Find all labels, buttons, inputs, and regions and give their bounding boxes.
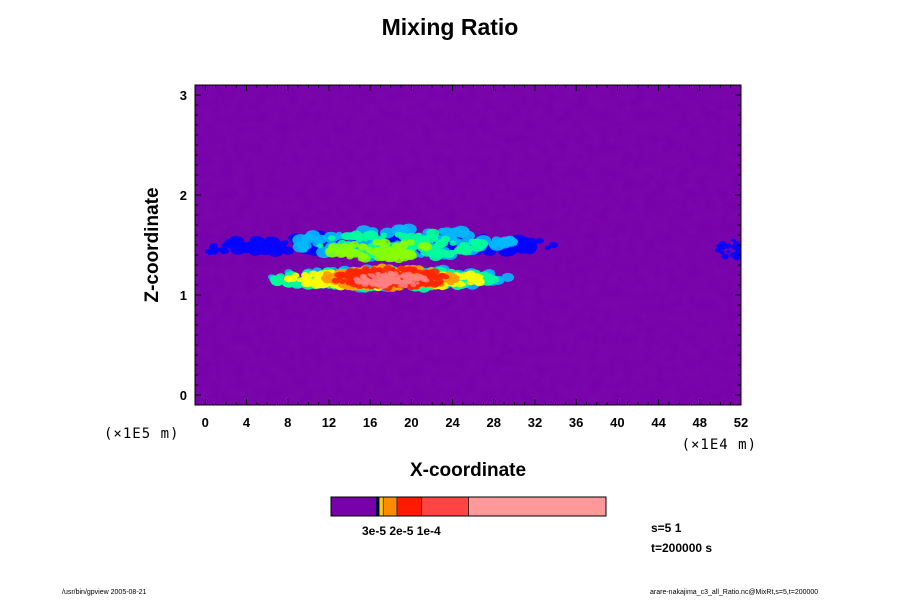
colorbar-segment (378, 496, 384, 517)
y-tick-label: 3 (180, 88, 187, 103)
y-tick-label: 0 (180, 388, 187, 403)
field-texture (195, 85, 741, 405)
info-s-value: s=5 1 (651, 521, 682, 535)
x-tick-label: 0 (202, 415, 209, 430)
x-tick-label: 8 (284, 415, 291, 430)
y-tick-label: 1 (180, 288, 187, 303)
x-tick-label: 36 (569, 415, 583, 430)
x-unit-label: (×1E4 m) (681, 437, 757, 453)
x-tick-label: 28 (487, 415, 501, 430)
footer-right: arare-nakajima_c3_all_Ratio.nc@MixRt,s=5… (650, 589, 819, 596)
colorbar-segment (330, 496, 377, 517)
x-tick-label: 4 (243, 415, 251, 430)
colorbar-segment (396, 496, 423, 517)
y-unit-label: (×1E5 m) (104, 426, 180, 442)
colorbar-label: 3e-5 2e-5 1e-4 (362, 524, 441, 538)
chart-title: Mixing Ratio (381, 14, 519, 40)
colorbar-frame (330, 496, 607, 517)
x-axis-label: X-coordinate (409, 460, 527, 481)
x-tick-label: 48 (693, 415, 707, 430)
footer-left: /usr/bin/gpview 2005-08-21 (62, 589, 147, 596)
colorbar (330, 496, 607, 517)
y-axis-label: Z-coordinate (142, 187, 163, 303)
x-tick-label: 16 (363, 415, 377, 430)
x-tick-label: 12 (322, 415, 336, 430)
x-tick-label: 52 (734, 415, 748, 430)
colorbar-segment (468, 496, 607, 517)
colorbar-segment (421, 496, 469, 517)
heatmap-field (195, 85, 741, 405)
x-tick-label: 24 (445, 415, 460, 430)
x-tick-label: 40 (610, 415, 624, 430)
x-tick-label: 32 (528, 415, 542, 430)
y-tick-label: 2 (180, 188, 187, 203)
colorbar-segment (376, 496, 380, 517)
colorbar-segment (382, 496, 398, 517)
x-tick-label: 44 (651, 415, 666, 430)
x-tick-label: 20 (404, 415, 418, 430)
info-t-value: t=200000 s (651, 541, 713, 555)
